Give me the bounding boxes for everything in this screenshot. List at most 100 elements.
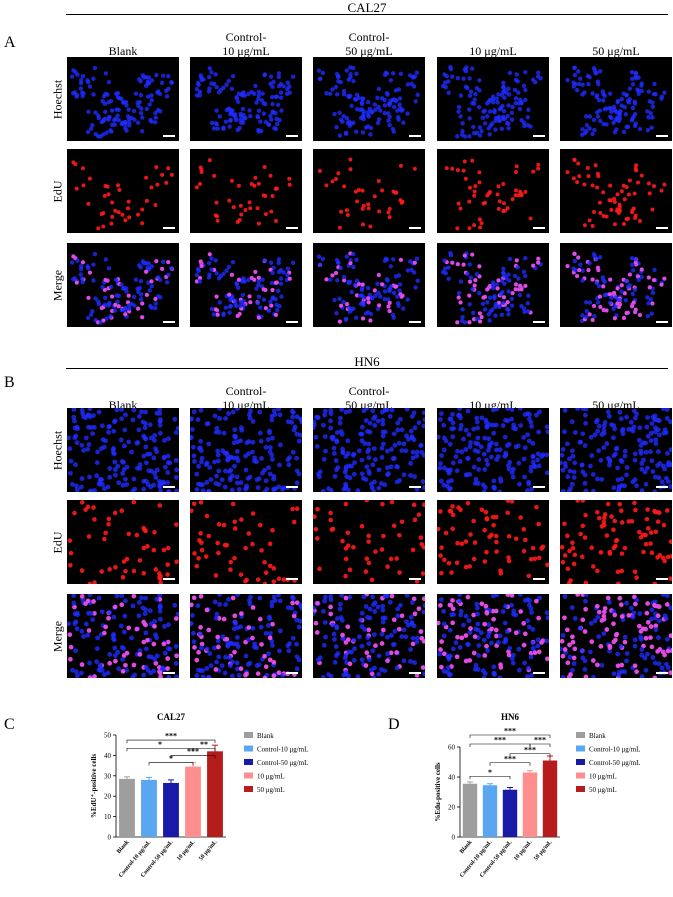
micrograph-hoechst xyxy=(67,408,179,492)
scale-bar xyxy=(286,578,298,580)
bar xyxy=(542,760,558,837)
cal27-header: CAL27 xyxy=(347,0,387,15)
chart-title: CAL27 xyxy=(157,712,186,722)
condition-label: Blank xyxy=(108,44,138,58)
scale-bar xyxy=(163,672,175,674)
micrograph-edu xyxy=(67,500,179,584)
x-tick-label: 50 μg/mL xyxy=(198,839,218,862)
micrograph-hoechst xyxy=(190,408,302,492)
micrograph-hoechst xyxy=(313,408,425,492)
condition-label: Control- 10 μg/mL xyxy=(222,30,270,58)
bar xyxy=(207,751,223,837)
scale-bar xyxy=(409,227,421,229)
row-label: EdU xyxy=(50,180,65,203)
y-tick-label: 60 xyxy=(448,744,456,752)
bar xyxy=(119,778,135,837)
y-tick-label: 20 xyxy=(448,804,456,812)
micrograph-edu xyxy=(313,149,425,233)
micrograph-edu xyxy=(560,149,672,233)
micrograph-hoechst xyxy=(437,57,549,141)
y-tick-label: 40 xyxy=(104,752,112,760)
legend-label: Control-50 μg/mL xyxy=(257,759,308,767)
y-tick-label: 0 xyxy=(452,834,456,842)
scale-bar xyxy=(656,486,668,488)
legend-swatch xyxy=(244,745,253,752)
significance-label: *** xyxy=(504,727,516,736)
panel-letter-d: D xyxy=(388,716,400,733)
significance-bracket xyxy=(126,739,216,744)
significance-bracket xyxy=(148,762,194,766)
micrograph-merge xyxy=(190,243,302,327)
x-tick-label: Blank xyxy=(459,839,474,855)
scale-bar xyxy=(656,321,668,323)
scale-bar xyxy=(533,578,545,580)
condition-label: 10 μg/mL xyxy=(469,44,517,58)
significance-label: *** xyxy=(187,747,199,756)
scale-bar xyxy=(533,135,545,137)
micrograph-merge xyxy=(313,594,425,678)
scale-bar xyxy=(656,227,668,229)
legend-swatch xyxy=(244,732,253,738)
legend-swatch xyxy=(576,745,585,752)
bar xyxy=(141,779,157,837)
legend-swatch xyxy=(244,772,253,779)
micrograph-merge xyxy=(560,594,672,678)
x-tick-label: Blank xyxy=(116,839,131,855)
significance-label: ** xyxy=(200,740,208,749)
scale-bar xyxy=(163,486,175,488)
scale-bar xyxy=(409,135,421,137)
significance-bracket xyxy=(469,734,551,738)
scale-bar xyxy=(656,672,668,674)
bar xyxy=(482,785,498,837)
significance-label: *** xyxy=(165,732,177,741)
scale-bar xyxy=(286,227,298,229)
legend-label: 10 μg/mL xyxy=(589,773,617,781)
row-label: Merge xyxy=(50,269,65,302)
significance-bracket xyxy=(469,775,511,780)
x-tick-label: 10 μg/mL xyxy=(513,839,533,862)
micrograph-merge xyxy=(437,243,549,327)
y-tick-label: 50 xyxy=(104,732,112,740)
micrograph-edu xyxy=(437,500,549,584)
scale-bar xyxy=(163,321,175,323)
condition-label: Control- 50 μg/mL xyxy=(345,30,393,58)
bar xyxy=(502,789,518,837)
micrograph-merge xyxy=(560,243,672,327)
scale-bar xyxy=(533,321,545,323)
scale-bar xyxy=(163,135,175,137)
legend-label: Control-10 μg/mL xyxy=(589,746,640,754)
micrograph-hoechst xyxy=(190,57,302,141)
y-tick-label: 30 xyxy=(104,772,112,780)
chart-cal27: CAL27 0 10 20 30 40 50 %EdU⁺-positive cells Blan… xyxy=(90,712,308,879)
chart-title: HN6 xyxy=(501,712,520,722)
significance-bracket xyxy=(170,755,216,759)
significance-label: *** xyxy=(504,754,516,763)
significance-label: * xyxy=(488,768,492,777)
micrograph-hoechst xyxy=(67,57,179,141)
scale-bar xyxy=(533,672,545,674)
bar xyxy=(163,782,179,837)
scale-bar xyxy=(409,321,421,323)
micrograph-merge xyxy=(313,243,425,327)
y-tick-label: 10 xyxy=(104,813,112,821)
hn6-header-line xyxy=(66,368,668,369)
scale-bar xyxy=(286,672,298,674)
scale-bar xyxy=(656,578,668,580)
bar xyxy=(462,783,478,837)
panel-letter-a: A xyxy=(4,34,16,51)
significance-label: * xyxy=(158,740,162,749)
legend-label: 10 μg/mL xyxy=(257,773,285,781)
row-label: EdU xyxy=(50,531,65,554)
significance-label: *** xyxy=(524,745,536,754)
significance-label: *** xyxy=(494,736,506,745)
panel-letter-c: C xyxy=(4,716,15,733)
legend-swatch xyxy=(576,786,585,792)
micrograph-edu xyxy=(190,149,302,233)
row-label: Hoechst xyxy=(50,430,65,471)
micrograph-edu xyxy=(313,500,425,584)
bar xyxy=(185,766,201,837)
legend-swatch xyxy=(244,759,253,765)
scale-bar xyxy=(656,135,668,137)
row-label: Hoechst xyxy=(50,79,65,120)
micrograph-hoechst xyxy=(560,57,672,141)
